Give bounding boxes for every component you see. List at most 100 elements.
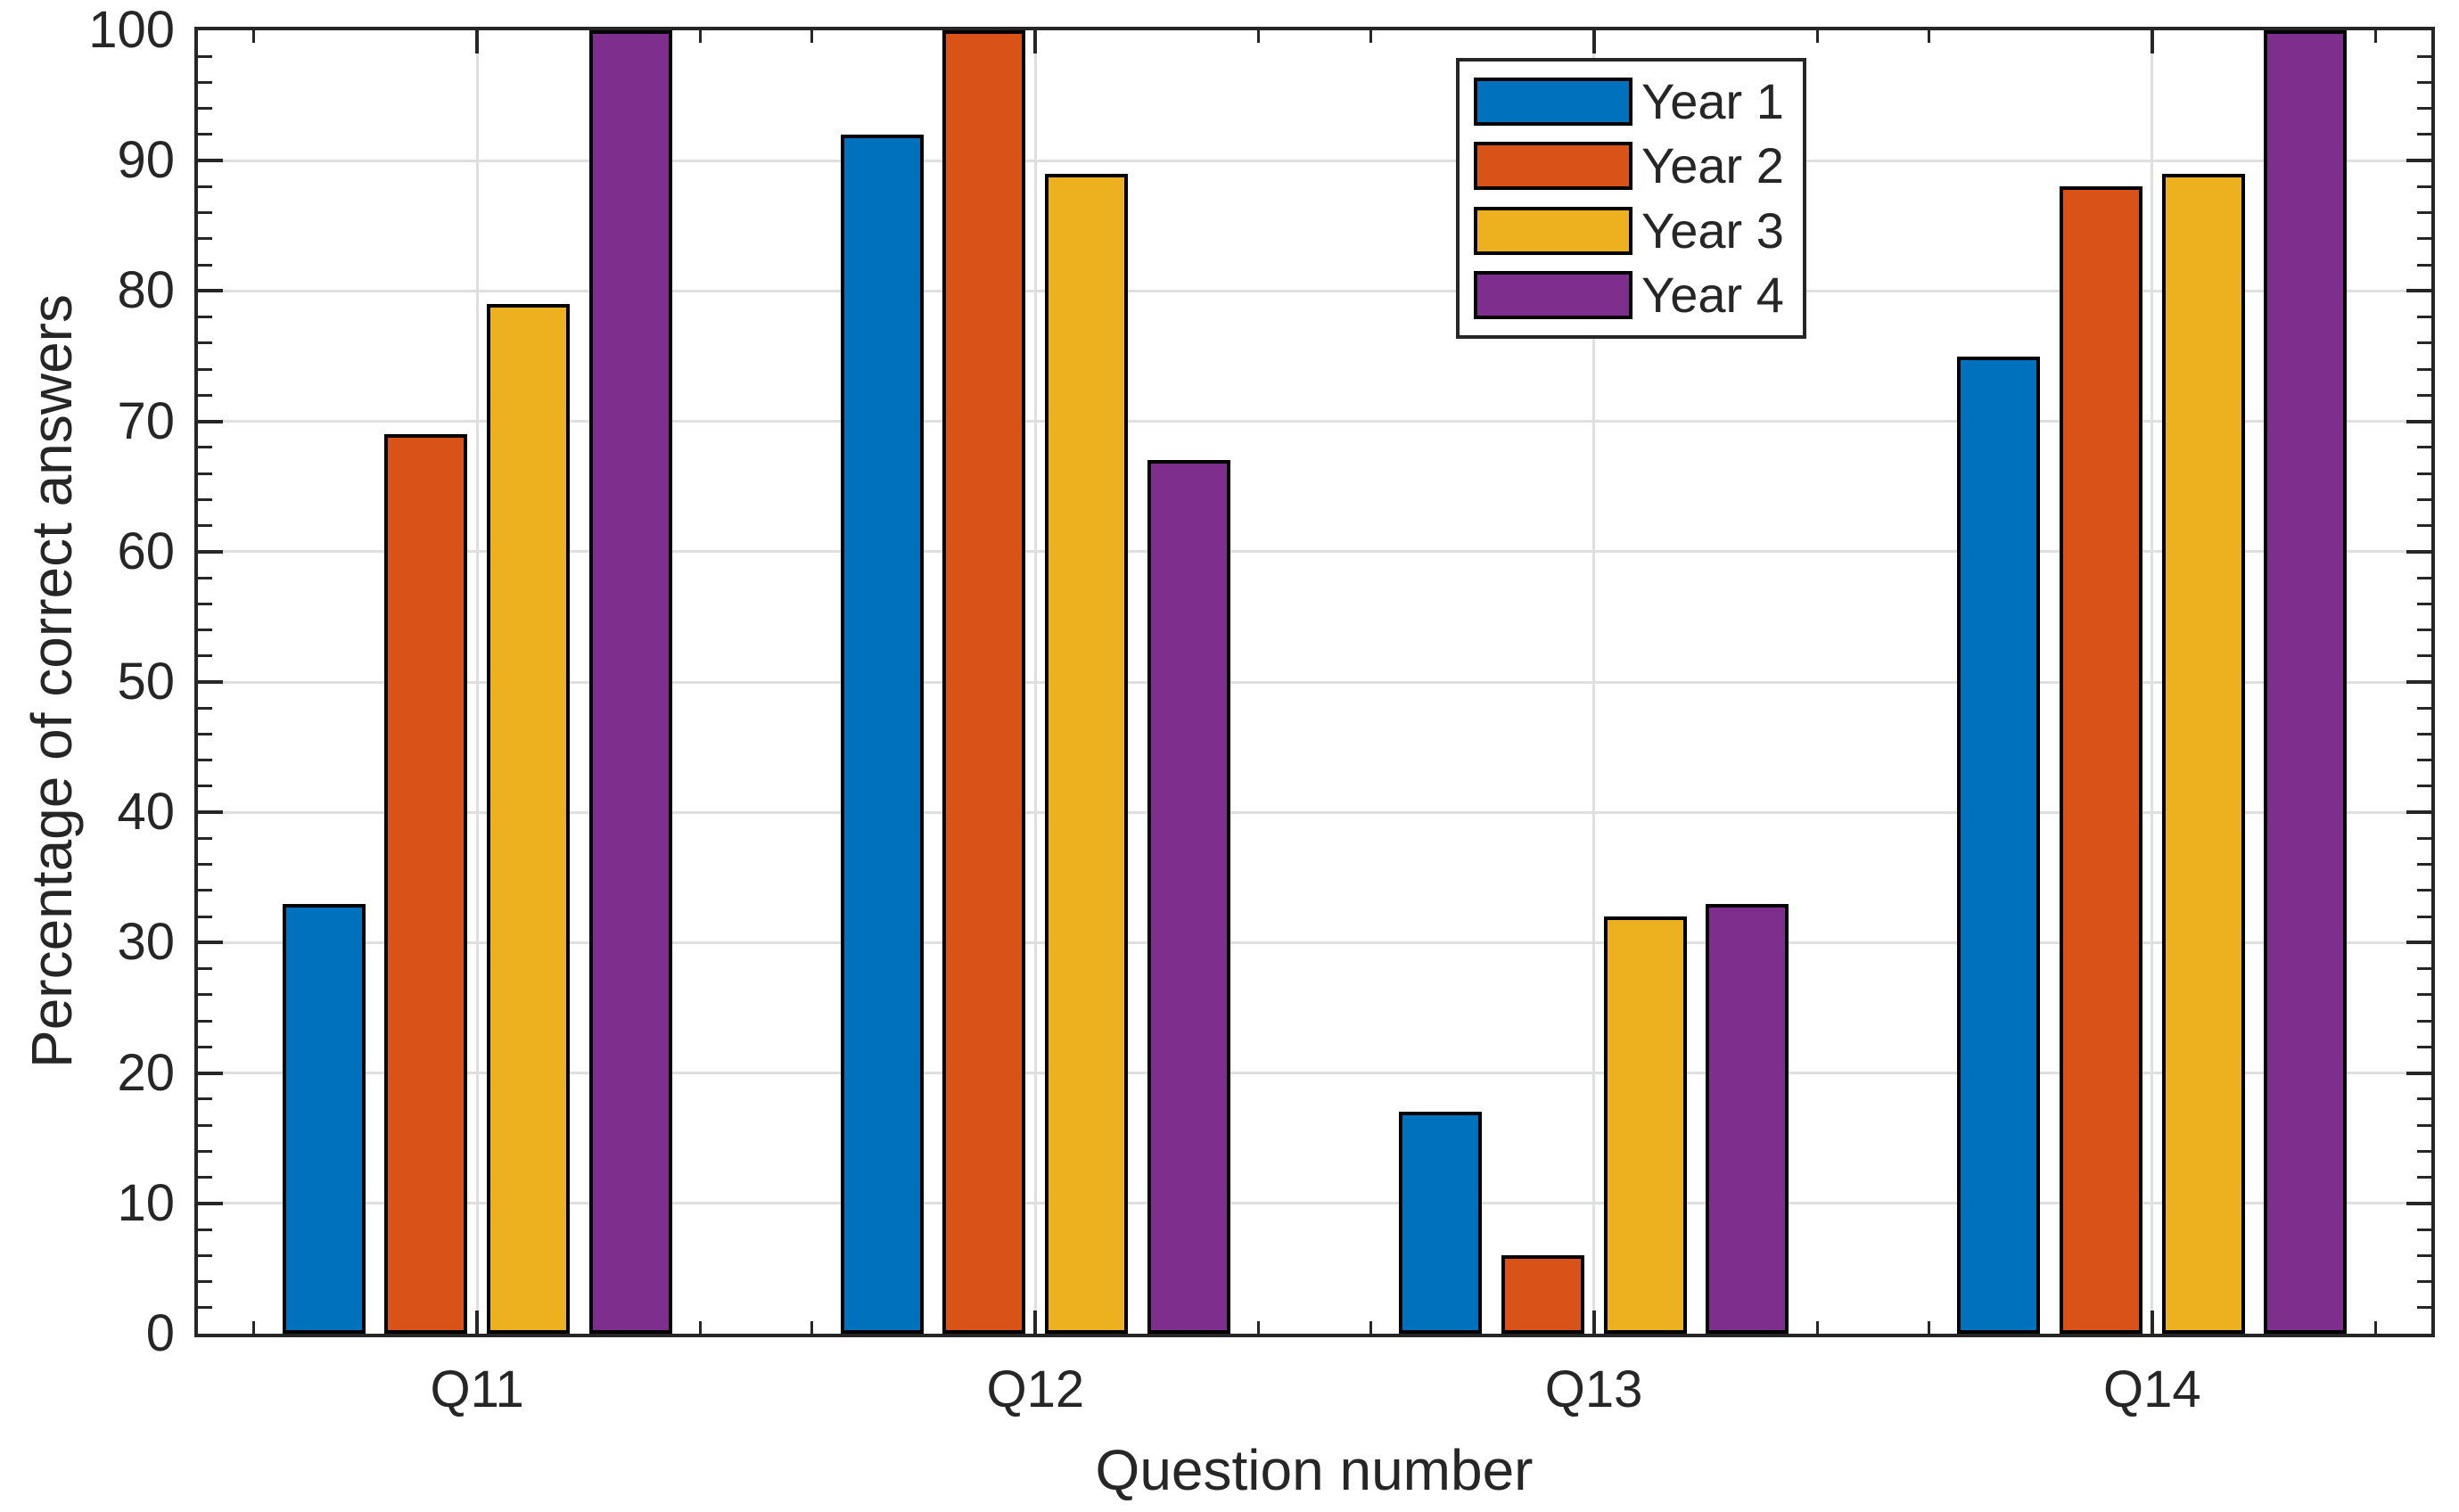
y-minor-tick [2417, 576, 2431, 579]
x-minor-tick [1257, 30, 1261, 43]
y-minor-tick [2417, 524, 2431, 528]
y-minor-tick [198, 211, 212, 215]
y-minor-tick [198, 759, 212, 762]
y-tick-label: 70 [117, 391, 175, 450]
x-major-tick [1591, 30, 1596, 53]
y-tick-label: 30 [117, 913, 175, 972]
bar-q13-year-2 [1501, 1255, 1584, 1334]
legend-swatch-year-3 [1474, 206, 1632, 255]
x-minor-tick [1927, 30, 1930, 43]
y-minor-tick [2417, 1045, 2431, 1048]
x-gridline [475, 30, 479, 1334]
bar-q11-year-2 [384, 434, 468, 1334]
y-minor-tick [2417, 993, 2431, 997]
y-minor-tick [2417, 185, 2431, 188]
y-tick-label: 80 [117, 261, 175, 320]
y-minor-tick [2417, 316, 2431, 319]
y-minor-tick [198, 629, 212, 632]
y-minor-tick [198, 785, 212, 788]
y-major-tick [198, 159, 223, 163]
legend-item-year-3: Year 3 [1474, 205, 1803, 256]
bar-q11-year-1 [282, 903, 366, 1334]
y-gridline [198, 420, 2431, 423]
y-major-tick [2406, 1201, 2431, 1205]
y-minor-tick [198, 836, 212, 840]
y-major-tick [198, 810, 223, 815]
y-minor-tick [2417, 497, 2431, 501]
y-tick-label: 60 [117, 522, 175, 580]
y-minor-tick [2417, 915, 2431, 918]
y-major-tick [2406, 941, 2431, 945]
y-minor-tick [198, 576, 212, 579]
bar-q14-year-2 [2059, 186, 2142, 1334]
y-minor-tick [198, 1019, 212, 1023]
y-minor-tick [198, 446, 212, 449]
y-minor-tick [2417, 133, 2431, 136]
y-tick-label: 20 [117, 1043, 175, 1102]
legend-swatch-year-1 [1474, 77, 1632, 126]
y-minor-tick [198, 602, 212, 605]
y-minor-tick [198, 889, 212, 892]
y-minor-tick [198, 654, 212, 658]
x-major-tick [475, 30, 480, 53]
y-minor-tick [2417, 1097, 2431, 1101]
legend-item-year-4: Year 4 [1474, 270, 1803, 320]
y-gridline [198, 550, 2431, 554]
y-major-tick [2406, 549, 2431, 554]
x-minor-tick [252, 30, 256, 43]
y-major-tick [2406, 419, 2431, 423]
y-minor-tick [2417, 1019, 2431, 1023]
y-tick-label: 40 [117, 783, 175, 842]
x-tick-label: Q12 [986, 1360, 1085, 1418]
y-minor-tick [198, 80, 212, 84]
legend-label: Year 2 [1641, 137, 1784, 194]
x-minor-tick [699, 1321, 703, 1334]
y-minor-tick [2417, 341, 2431, 345]
y-minor-tick [2417, 629, 2431, 632]
x-major-tick [475, 1311, 480, 1334]
y-tick-label: 100 [88, 1, 175, 59]
y-minor-tick [198, 367, 212, 371]
x-major-tick [2150, 30, 2154, 53]
plot-area [194, 27, 2435, 1337]
y-minor-tick [2417, 367, 2431, 371]
y-minor-tick [2417, 602, 2431, 605]
y-minor-tick [198, 1176, 212, 1179]
legend-swatch-year-2 [1474, 142, 1632, 191]
y-minor-tick [198, 1123, 212, 1127]
x-tick-label: Q11 [430, 1360, 524, 1418]
y-tick-label: 0 [145, 1304, 175, 1362]
x-major-tick [1033, 30, 1038, 53]
y-minor-tick [2417, 732, 2431, 735]
y-minor-tick [2417, 263, 2431, 267]
y-minor-tick [198, 1280, 212, 1284]
bar-q12-year-1 [840, 134, 924, 1334]
y-minor-tick [2417, 1123, 2431, 1127]
x-gridline [2151, 30, 2154, 1334]
bar-q11-year-4 [588, 30, 672, 1334]
x-major-tick [1033, 1311, 1038, 1334]
y-minor-tick [198, 54, 212, 58]
y-minor-tick [198, 524, 212, 528]
y-major-tick [2406, 159, 2431, 163]
legend-label: Year 4 [1641, 267, 1784, 324]
bar-q12-year-4 [1147, 460, 1230, 1334]
bar-q13-year-1 [1399, 1112, 1483, 1334]
bar-q14-year-1 [1957, 356, 2041, 1334]
y-major-tick [2406, 1071, 2431, 1075]
y-gridline [198, 810, 2431, 814]
x-major-tick [2150, 1311, 2154, 1334]
y-minor-tick [198, 237, 212, 241]
y-minor-tick [2417, 889, 2431, 892]
y-minor-tick [198, 185, 212, 188]
y-major-tick [198, 289, 223, 293]
legend-item-year-1: Year 1 [1474, 76, 1803, 127]
x-axis-title: Question number [1095, 1438, 1534, 1502]
y-minor-tick [2417, 1176, 2431, 1179]
y-minor-tick [198, 263, 212, 267]
x-minor-tick [1927, 1321, 1930, 1334]
y-minor-tick [198, 472, 212, 475]
y-gridline [198, 159, 2431, 162]
y-major-tick [198, 1071, 223, 1075]
